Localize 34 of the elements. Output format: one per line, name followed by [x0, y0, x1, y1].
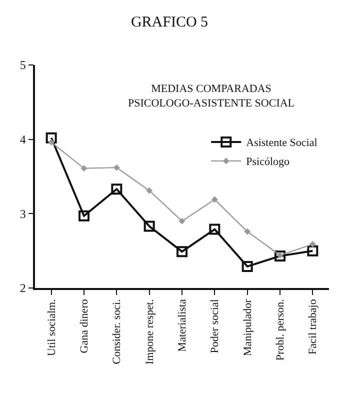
legend-label: Psicólogo — [246, 156, 290, 168]
point — [209, 224, 220, 235]
x-tick-label: Manipulador — [242, 298, 254, 356]
x-tick-label: Poder social — [209, 299, 222, 354]
point — [46, 132, 57, 144]
point — [48, 139, 55, 146]
point — [309, 240, 316, 248]
x-tick-label: Materialista — [176, 299, 189, 352]
point — [176, 246, 188, 258]
x-tick-label: Consider. soci. — [111, 298, 124, 364]
point — [144, 220, 155, 232]
x-tick-label: Gana dinero — [78, 298, 91, 354]
point — [211, 196, 218, 203]
point — [111, 184, 122, 195]
x-tick-label: Impone respet. — [144, 298, 156, 365]
chart-title: GRAFICO 5 — [130, 14, 208, 30]
legend-label: Asistente Social — [246, 137, 318, 150]
point — [242, 260, 253, 272]
point — [244, 228, 251, 235]
point — [113, 164, 120, 171]
y-tick-label: 2 — [20, 281, 26, 296]
y-tick-label: 4 — [20, 132, 26, 147]
y-tick-label: 3 — [20, 206, 26, 221]
x-tick-label: Util socialm. — [46, 298, 58, 356]
y-tick-label: 5 — [20, 58, 26, 72]
point — [80, 165, 88, 172]
x-tick-label: Probl. person. — [274, 298, 287, 361]
point — [78, 210, 90, 222]
point — [307, 245, 318, 256]
x-tick-label: Facil trabajo — [307, 298, 320, 354]
text: MEDIAS COMPARADAS PSICOLOGO-ASISTENTE SOCIAL — [128, 83, 295, 110]
point — [146, 187, 153, 194]
point — [178, 218, 186, 224]
point — [274, 250, 286, 262]
